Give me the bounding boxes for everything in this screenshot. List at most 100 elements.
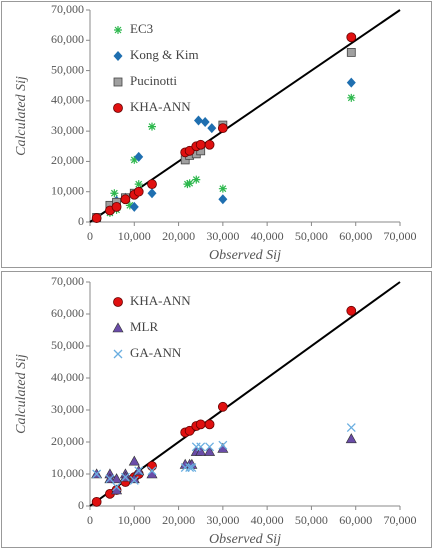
y-tick-label: 40,000 bbox=[51, 93, 84, 107]
point bbox=[346, 77, 356, 88]
point bbox=[218, 194, 228, 205]
x-tick-label: 30,000 bbox=[206, 513, 239, 527]
legend-marker bbox=[113, 103, 123, 113]
y-tick-label: 30,000 bbox=[51, 402, 84, 416]
point bbox=[185, 179, 194, 188]
point bbox=[110, 189, 119, 198]
point bbox=[204, 445, 216, 456]
point bbox=[120, 472, 130, 482]
point bbox=[204, 419, 215, 430]
point bbox=[91, 496, 102, 507]
point bbox=[134, 151, 144, 162]
point bbox=[217, 401, 228, 412]
y-tick-label: 50,000 bbox=[51, 62, 84, 76]
point bbox=[204, 139, 215, 150]
point bbox=[192, 175, 201, 184]
y-axis-title: Calculated Sij bbox=[14, 354, 29, 434]
point bbox=[185, 463, 195, 473]
legend-label: MLR bbox=[130, 319, 159, 334]
y-tick-label: 0 bbox=[78, 214, 84, 228]
x-tick-label: 0 bbox=[87, 229, 93, 243]
x-tick-label: 40,000 bbox=[251, 229, 284, 243]
point bbox=[347, 93, 356, 102]
panel-border bbox=[1, 271, 432, 548]
point bbox=[147, 466, 157, 476]
point bbox=[183, 180, 192, 189]
x-tick-label: 40,000 bbox=[251, 513, 284, 527]
point bbox=[147, 188, 157, 199]
chart: 0 10,000 20,000 30,000 40,000 50,000 60,000 70,… bbox=[14, 2, 416, 263]
point bbox=[129, 201, 139, 212]
point bbox=[134, 466, 144, 476]
point bbox=[195, 139, 206, 150]
y-tick-label: 10,000 bbox=[51, 183, 84, 197]
y-tick-label: 20,000 bbox=[51, 434, 84, 448]
point bbox=[195, 445, 207, 456]
y-tick-label: 0 bbox=[78, 498, 84, 512]
y-tick-label: 50,000 bbox=[51, 338, 84, 352]
point bbox=[184, 145, 195, 156]
x-tick-label: 70,000 bbox=[384, 513, 417, 527]
point bbox=[129, 475, 139, 485]
point bbox=[133, 186, 144, 197]
x-tick-label: 70,000 bbox=[384, 229, 417, 243]
x-axis-title: Observed Sij bbox=[209, 532, 281, 547]
point bbox=[346, 305, 357, 316]
x-tick-label: 10,000 bbox=[118, 229, 151, 243]
x-tick-label: 60,000 bbox=[339, 229, 372, 243]
y-tick-label: 30,000 bbox=[51, 123, 84, 137]
point bbox=[134, 180, 143, 189]
point bbox=[207, 123, 217, 134]
point bbox=[217, 123, 228, 134]
x-tick-label: 50,000 bbox=[295, 229, 328, 243]
point bbox=[184, 425, 195, 436]
panel-border bbox=[1, 1, 432, 268]
y-tick-label: 40,000 bbox=[51, 370, 84, 384]
point bbox=[187, 463, 197, 473]
point bbox=[196, 442, 206, 452]
x-tick-label: 60,000 bbox=[339, 513, 372, 527]
y-axis-title: Calculated Sij bbox=[14, 76, 29, 156]
point bbox=[148, 122, 156, 131]
y-tick-label: 60,000 bbox=[51, 306, 84, 320]
legend-marker bbox=[114, 26, 122, 34]
point bbox=[128, 455, 140, 466]
x-axis-title: Observed Sij bbox=[209, 248, 281, 263]
legend-marker bbox=[112, 322, 124, 333]
x-tick-label: 10,000 bbox=[118, 513, 151, 527]
point bbox=[346, 423, 356, 433]
legend-marker bbox=[113, 51, 123, 61]
point bbox=[111, 473, 123, 484]
point bbox=[218, 440, 228, 450]
y-tick-label: 60,000 bbox=[51, 32, 84, 46]
point bbox=[112, 482, 122, 492]
point bbox=[218, 184, 227, 193]
legend-label: EC3 bbox=[130, 21, 153, 36]
x-tick-label: 20,000 bbox=[162, 229, 195, 243]
chart: 0 10,000 20,000 30,000 40,000 50,000 60,000 70,… bbox=[14, 274, 416, 547]
point bbox=[194, 115, 203, 126]
legend-marker bbox=[113, 297, 123, 307]
legend-label: KHA-ANN bbox=[130, 293, 191, 308]
x-tick-label: 50,000 bbox=[295, 513, 328, 527]
legend-label: KHA-ANN bbox=[130, 99, 191, 114]
point bbox=[91, 213, 102, 223]
legend-label: Pucinotti bbox=[130, 73, 177, 88]
point bbox=[205, 442, 215, 452]
legend-label: Kong & Kim bbox=[130, 47, 199, 62]
point bbox=[120, 194, 131, 205]
point bbox=[345, 433, 357, 444]
point bbox=[111, 201, 122, 212]
y-tick-label: 70,000 bbox=[51, 2, 84, 16]
y-tick-label: 70,000 bbox=[51, 274, 84, 288]
x-tick-label: 0 bbox=[87, 513, 93, 527]
point bbox=[200, 117, 210, 128]
x-tick-label: 30,000 bbox=[206, 229, 239, 243]
legend-marker bbox=[113, 77, 123, 87]
point bbox=[130, 155, 139, 164]
point bbox=[346, 32, 357, 43]
point bbox=[92, 469, 102, 479]
point bbox=[346, 48, 356, 57]
legend-label: GA-ANN bbox=[130, 345, 182, 360]
